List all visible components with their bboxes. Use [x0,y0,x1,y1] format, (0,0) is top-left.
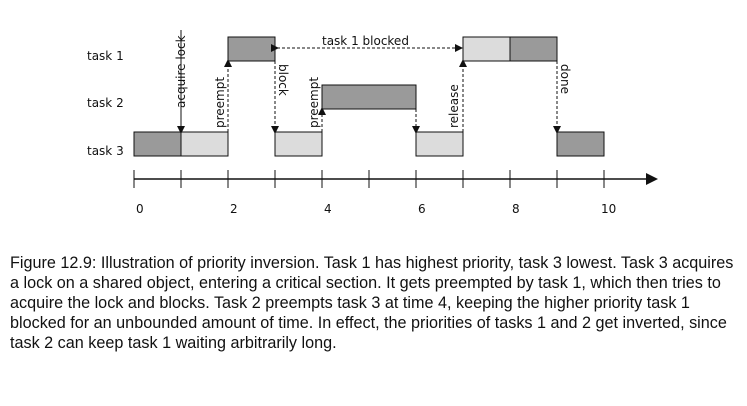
segment-task1-7 [462,36,511,62]
tick-label-0: 0 [136,202,144,216]
axis-ticks: 0 2 4 6 8 10 [133,170,616,216]
task-label-task2: task 2 [87,96,124,110]
tick-label-8: 8 [512,202,520,216]
segment-task3-0 [133,131,182,157]
event-label-block-3: block [276,64,290,96]
segment-task3-9 [556,131,605,157]
segment-task2-4 [321,84,417,110]
event-label-release-6: release [447,84,461,128]
segments-layer [133,36,605,157]
events-layer: acquire lock preempt block preempt release do… [174,30,572,134]
blocked-span-label: task 1 blocked [322,34,409,48]
tick-label-2: 2 [230,202,238,216]
tick-label-6: 6 [418,202,426,216]
event-label-done-9: done [558,64,572,94]
event-label-acquire-lock-1: acquire lock [174,35,188,108]
tick-label-10: 10 [601,202,616,216]
segment-task1-2 [227,36,276,62]
task-label-task1: task 1 [87,49,124,63]
priority-inversion-diagram: task 1 task 2 task 3 acquire lock preempt… [87,30,658,216]
segment-task1-8 [509,36,558,62]
event-label-preempt-2: preempt [213,77,227,128]
task-label-task3: task 3 [87,144,124,158]
event-label-preempt-4: preempt [307,77,321,128]
segment-task3-3 [274,131,323,157]
figure-caption: Figure 12.9: Illustration of priority in… [10,254,734,352]
tick-label-4: 4 [324,202,332,216]
segment-task3-6 [415,131,464,157]
segment-task3-1 [180,131,229,157]
